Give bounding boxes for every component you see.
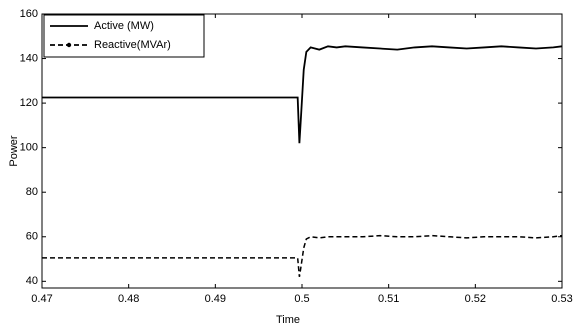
x-tick-label: 0.5	[294, 293, 309, 305]
x-axis-label: Time	[276, 314, 300, 324]
x-tick-label: 0.47	[31, 293, 52, 305]
x-tick-label: 0.51	[378, 293, 399, 305]
y-tick-label: 140	[20, 52, 38, 64]
y-tick-label: 40	[26, 275, 38, 287]
y-tick-label: 160	[20, 8, 38, 20]
y-tick-label: 100	[20, 142, 38, 154]
y-tick-label: 120	[20, 97, 38, 109]
legend-label: Reactive(MVAr)	[94, 39, 171, 51]
plot-frame	[41, 13, 563, 289]
x-tick-label: 0.53	[551, 293, 572, 305]
legend-marker	[66, 42, 72, 48]
x-tick-label: 0.52	[465, 293, 486, 305]
series-line	[42, 234, 563, 277]
series-line	[42, 45, 563, 144]
y-axis-label: Power	[8, 135, 20, 167]
y-tick-label: 80	[26, 186, 38, 198]
x-tick-label: 0.48	[118, 293, 139, 305]
y-tick-label: 60	[26, 231, 38, 243]
x-tick-label: 0.49	[205, 293, 226, 305]
legend-box	[43, 14, 205, 58]
legend-label: Active (MW)	[94, 20, 154, 32]
